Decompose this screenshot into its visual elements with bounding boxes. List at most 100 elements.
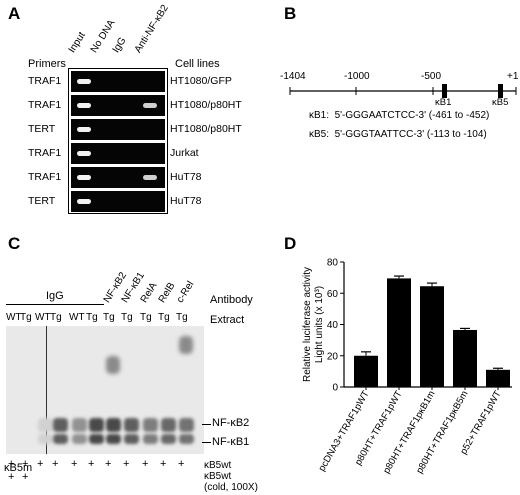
pcr-band [77, 103, 91, 108]
emsa-band [124, 418, 139, 432]
y-tick-label: 60 [327, 289, 339, 300]
y-tick-label: 80 [327, 258, 339, 269]
antibody-header: Antibody [210, 294, 253, 306]
gel-row [71, 167, 165, 188]
pcr-band [77, 151, 91, 156]
emsa-band [161, 418, 176, 432]
y-axis-label: Relative luciferase activity [302, 267, 313, 382]
band-label-nfkb2: NF-κB2 [212, 417, 250, 429]
plus-mark: + [142, 458, 149, 470]
supershift-band [106, 356, 120, 374]
plus-mark: + [52, 458, 59, 470]
extract-label: WT [35, 312, 51, 323]
pcr-band [77, 127, 91, 132]
gel-row [71, 95, 165, 116]
antibody-label: c-Rel [174, 279, 197, 305]
supershift-band [179, 336, 193, 354]
bar [354, 355, 378, 387]
emsa-band [72, 418, 87, 432]
emsa-band [106, 418, 121, 432]
cell-lines-header: Cell lines [175, 58, 220, 70]
primers-header: Primers [28, 58, 66, 70]
extract-label: Tg [140, 312, 152, 323]
plus-mark: + [8, 458, 15, 470]
plus-mark: + [37, 458, 44, 470]
emsa-band [89, 434, 104, 444]
emsa-band [179, 434, 194, 444]
cell-line-label: HT1080/p80HT [170, 99, 242, 111]
emsa-band [106, 434, 121, 444]
pcr-band [143, 175, 157, 180]
bar [453, 329, 477, 387]
kb5-site-mark [498, 84, 503, 98]
plus-mark: + [160, 458, 167, 470]
bar [420, 286, 444, 387]
extract-label: Tg [20, 312, 32, 323]
gel-row [71, 143, 165, 164]
kb5-sequence: κB5: 5'-GGGTAATTCC-3' (-113 to -104) [309, 129, 487, 140]
extract-label: WT [6, 312, 22, 323]
col-header-igg: IgG [110, 35, 129, 55]
gel-row [71, 71, 165, 92]
emsa-band [143, 434, 158, 444]
extract-header: Extract [210, 314, 245, 326]
tick-label-1404: -1404 [280, 71, 306, 82]
primer-label: TRAF1 [28, 171, 62, 183]
col-header-anti-nfkb2: Anti-NF-κB2 [132, 2, 171, 55]
emsa-band [38, 434, 53, 444]
gel-row [71, 191, 165, 212]
plus-mark: + [22, 458, 29, 470]
cell-line-label: HuT78 [170, 195, 202, 207]
cell-line-label: HT1080/p80HT [170, 123, 242, 135]
y-tick-label: 20 [327, 351, 339, 362]
primer-label: TRAF1 [28, 75, 62, 87]
extract-label: Tg [158, 312, 170, 323]
y-tick-label: 0 [332, 383, 338, 394]
emsa-band [53, 418, 68, 432]
emsa-band [179, 418, 194, 432]
extract-label: Tg [103, 312, 115, 323]
tick-label-500: -500 [421, 71, 442, 82]
pcr-band [77, 79, 91, 84]
extract-label: Tg [121, 312, 133, 323]
emsa-gel [6, 326, 204, 454]
igg-bracket [6, 304, 104, 305]
tick-label-1000: -1000 [344, 71, 370, 82]
primer-label: TERT [28, 195, 56, 207]
col-header-input: Input [66, 30, 88, 55]
emsa-band [124, 434, 139, 444]
kb1-site-mark [442, 84, 447, 98]
pcr-band [77, 199, 91, 204]
cold-100x-label: (cold, 100X) [204, 482, 258, 493]
emsa-band [53, 434, 68, 444]
emsa-band [143, 418, 158, 432]
cell-line-label: HT1080/GFP [170, 75, 232, 87]
extract-label: Tg [50, 312, 62, 323]
y-axis-label: Light units (x 10³) [314, 286, 325, 363]
extract-label: Tg [86, 312, 98, 323]
kb1-sequence: κB1: 5'-GGGAATCTCC-3' (-461 to -452) [309, 110, 490, 121]
tick-label-plus1: +1 [507, 71, 519, 82]
panel-d-label: D [284, 234, 297, 253]
pcr-band [77, 175, 91, 180]
extract-label: WT [69, 312, 85, 323]
kb5-site-label: κB5 [492, 97, 509, 108]
primer-label: TERT [28, 123, 56, 135]
gel-row [71, 119, 165, 140]
kb1-site-label: κB1 [435, 97, 452, 108]
bar [387, 278, 411, 387]
emsa-band [89, 418, 104, 432]
kb5wt-label-1: κB5wt [204, 460, 232, 471]
kb5wt-label-2: κB5wt [204, 471, 232, 482]
igg-label: IgG [46, 290, 64, 302]
band-label-nfkb1: NF-κB1 [212, 436, 250, 448]
emsa-band [72, 434, 87, 444]
panel-c-label: C [8, 234, 21, 253]
plus-mark: + [178, 458, 185, 470]
luciferase-bar-chart: 0 20 40 60 80 Relative luciferase activity Lig… [302, 258, 512, 476]
pcr-band [143, 103, 157, 108]
panel-a-label: A [8, 4, 21, 23]
primer-label: TRAF1 [28, 99, 62, 111]
kb5m-label: κB5m [4, 462, 33, 474]
plus-mark: + [105, 458, 112, 470]
